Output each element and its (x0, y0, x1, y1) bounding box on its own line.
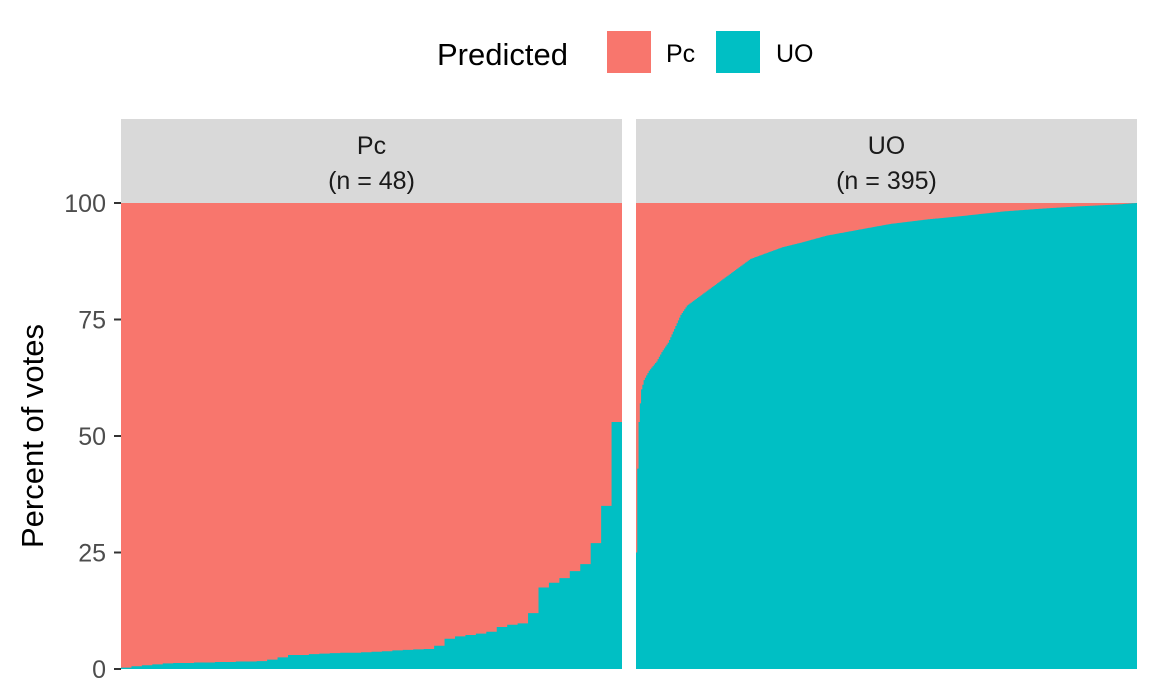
area-uo-share-facet-pc (121, 422, 622, 669)
y-tick-label: 25 (78, 540, 106, 568)
facet-uo: UO (n = 395) (636, 119, 1137, 669)
legend-title: Predicted (437, 37, 568, 72)
y-axis: 0 25 50 75 100 (64, 190, 121, 684)
legend-key-uo (716, 31, 760, 73)
y-tick-label: 100 (64, 190, 106, 218)
legend: Predicted Pc UO (437, 31, 814, 73)
facet-subtitle-pc: (n = 48) (328, 167, 415, 195)
facet-subtitle-uo: (n = 395) (836, 167, 937, 195)
facet-pc: Pc (n = 48) (121, 119, 622, 669)
y-tick-label: 75 (78, 307, 106, 335)
area-uo-share-facet-uo (636, 203, 1137, 669)
facet-title-pc: Pc (357, 132, 386, 160)
y-tick-label: 0 (92, 656, 106, 684)
y-axis-title: Percent of votes (15, 324, 50, 548)
legend-key-pc (607, 31, 651, 73)
facet-title-uo: UO (868, 132, 906, 160)
y-tick-label: 50 (78, 423, 106, 451)
legend-label-uo: UO (776, 40, 814, 68)
facet-strip-uo (636, 119, 1137, 203)
facet-strip-pc (121, 119, 622, 203)
legend-label-pc: Pc (666, 40, 695, 68)
